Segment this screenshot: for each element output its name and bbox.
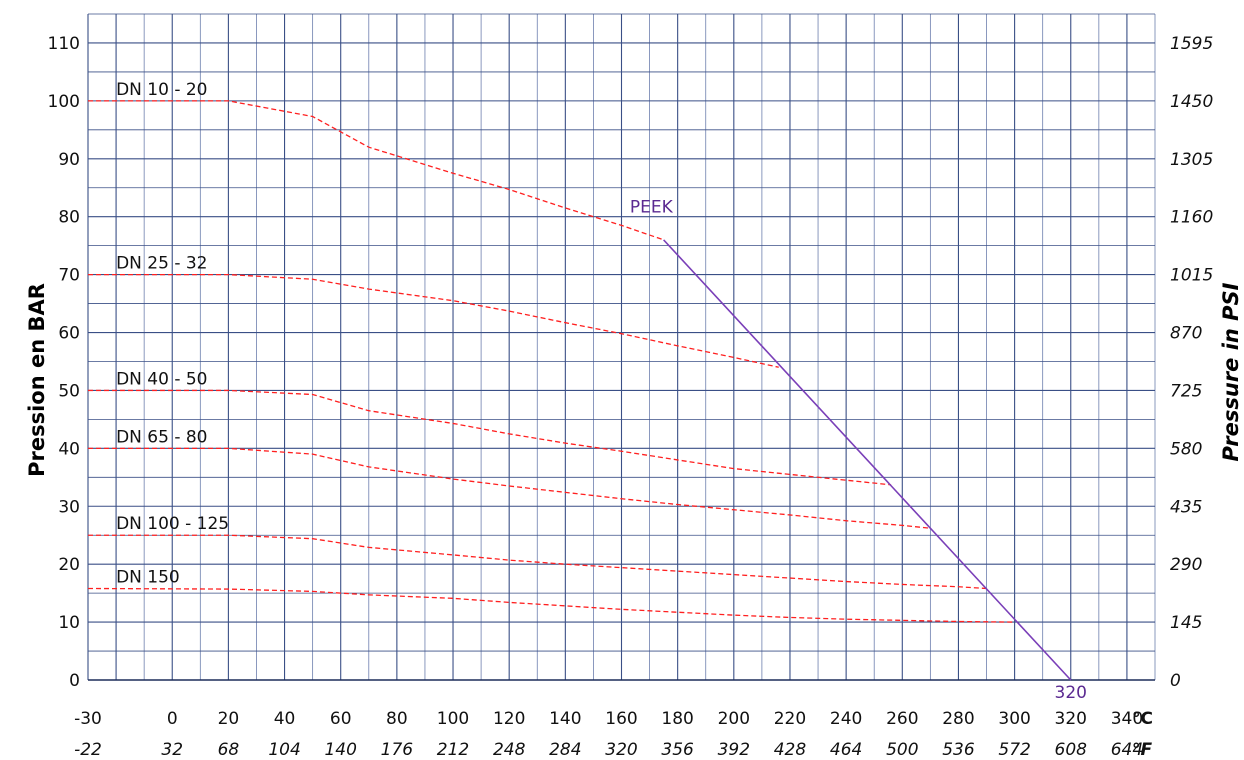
series-line-dn-25-32: [88, 273, 779, 368]
y-tick-label-psi: 290: [1170, 555, 1202, 575]
series-line-peek: [663, 239, 1072, 681]
series-line-dn-65-80: [88, 447, 931, 529]
peek-label: PEEK: [630, 198, 674, 218]
series-layer: [87, 100, 1072, 681]
x-tick-label-fahrenheit: 608: [1055, 740, 1088, 760]
y-tick-label-bar: 30: [58, 497, 80, 517]
x-tick-label-celsius: 340: [1111, 709, 1143, 729]
y-tick-label-psi: 1595: [1170, 34, 1213, 54]
y-tick-label-psi: 145: [1170, 613, 1202, 633]
peek-endpoint-label: 320: [1055, 683, 1087, 703]
x-tick-label-celsius: 40: [274, 709, 296, 729]
x-tick-label-fahrenheit: 248: [493, 740, 526, 760]
y-tick-label-bar: 100: [48, 92, 80, 112]
x-tick-label-celsius: 180: [661, 709, 693, 729]
series-line-dn-100-125: [88, 534, 987, 590]
x-tick-label-fahrenheit: 104: [268, 740, 300, 760]
x-tick-label-celsius: 160: [605, 709, 637, 729]
series-label: DN 100 - 125: [116, 514, 229, 534]
tick-layer: -30 0 20 40 60 80 100 120 140 160 180 200 220 240 260 2…: [48, 34, 1214, 760]
y-tick-label-psi: 580: [1170, 439, 1202, 459]
y-tick-label-bar: 50: [58, 381, 80, 401]
x-tick-label-fahrenheit: 68: [218, 740, 240, 760]
x-tick-label-celsius: 300: [998, 709, 1030, 729]
series-label: DN 25 - 32: [116, 254, 207, 274]
y-tick-label-psi: 1450: [1170, 92, 1213, 112]
series-label: DN 40 - 50: [116, 369, 207, 389]
x-tick-label-fahrenheit: 32: [161, 740, 183, 760]
y-tick-label-bar: 10: [58, 613, 80, 633]
x-tick-label-celsius: 20: [218, 709, 240, 729]
x-tick-label-fahrenheit: 500: [886, 740, 918, 760]
y-tick-label-bar: 20: [58, 555, 80, 575]
x-tick-label-fahrenheit: 428: [774, 740, 807, 760]
x-tick-label-fahrenheit: 320: [605, 740, 637, 760]
y-axis-title-left: Pression en BAR: [25, 283, 49, 477]
x-tick-label-fahrenheit: 392: [718, 740, 750, 760]
series-line-dn-40-50: [88, 389, 892, 486]
series-label: DN 150: [116, 567, 180, 587]
series-line-dn-150: [87, 587, 1015, 623]
x-tick-label-fahrenheit: 212: [437, 740, 469, 760]
y-tick-label-psi: 435: [1170, 497, 1202, 517]
x-tick-label-celsius: 260: [886, 709, 918, 729]
x-tick-label-celsius: 280: [942, 709, 974, 729]
x-tick-label-celsius: 100: [437, 709, 469, 729]
x-tick-label-celsius: 0: [167, 709, 178, 729]
series-label: DN 65 - 80: [116, 427, 207, 447]
y-tick-label-bar: 0: [69, 671, 80, 691]
label-layer: DN 10 - 20 DN 25 - 32 DN 40 - 50 DN 65 - 80…: [116, 80, 1087, 703]
y-tick-label-bar: 60: [58, 324, 80, 344]
x-tick-label-celsius: 220: [774, 709, 806, 729]
x-tick-label-celsius: -30: [74, 709, 102, 729]
y-tick-label-psi: 0: [1170, 671, 1181, 691]
x-tick-label-celsius: 320: [1055, 709, 1087, 729]
x-tick-label-fahrenheit: 176: [381, 740, 414, 760]
x-tick-label-celsius: 200: [718, 709, 750, 729]
y-tick-label-psi: 1305: [1170, 150, 1213, 170]
x-tick-label-fahrenheit: 356: [661, 740, 694, 760]
x-tick-label-fahrenheit: -22: [74, 740, 102, 760]
x-tick-label-celsius: 80: [386, 709, 408, 729]
x-tick-label-celsius: 140: [549, 709, 581, 729]
y-tick-label-bar: 80: [58, 208, 80, 228]
y-tick-label-bar: 110: [48, 34, 80, 54]
x-tick-label-fahrenheit: 284: [549, 740, 581, 760]
x-tick-label-celsius: 60: [330, 709, 352, 729]
x-tick-label-fahrenheit: 140: [324, 740, 356, 760]
y-tick-label-bar: 40: [58, 439, 80, 459]
y-tick-label-psi: 1015: [1170, 266, 1213, 286]
x-tick-label-fahrenheit: 464: [830, 740, 862, 760]
y-tick-label-bar: 90: [58, 150, 80, 170]
x-tick-label-celsius: 240: [830, 709, 862, 729]
series-label: DN 10 - 20: [116, 80, 207, 100]
x-tick-label-fahrenheit: 572: [998, 740, 1030, 760]
x-tick-label-fahrenheit: 644: [1111, 740, 1143, 760]
series-line-dn-10-20: [88, 100, 664, 241]
y-tick-label-psi: 870: [1170, 324, 1202, 344]
x-unit-fahrenheit: °F: [1132, 740, 1153, 760]
y-axis-title-right: Pressure in PSI: [1219, 282, 1243, 461]
x-tick-label-fahrenheit: 536: [942, 740, 975, 760]
x-unit-celsius: °C: [1132, 709, 1153, 729]
y-tick-label-bar: 70: [58, 266, 80, 286]
y-tick-label-psi: 725: [1170, 381, 1202, 401]
x-tick-label-celsius: 120: [493, 709, 525, 729]
grid: [87, 13, 1156, 681]
y-tick-label-psi: 1160: [1170, 208, 1213, 228]
